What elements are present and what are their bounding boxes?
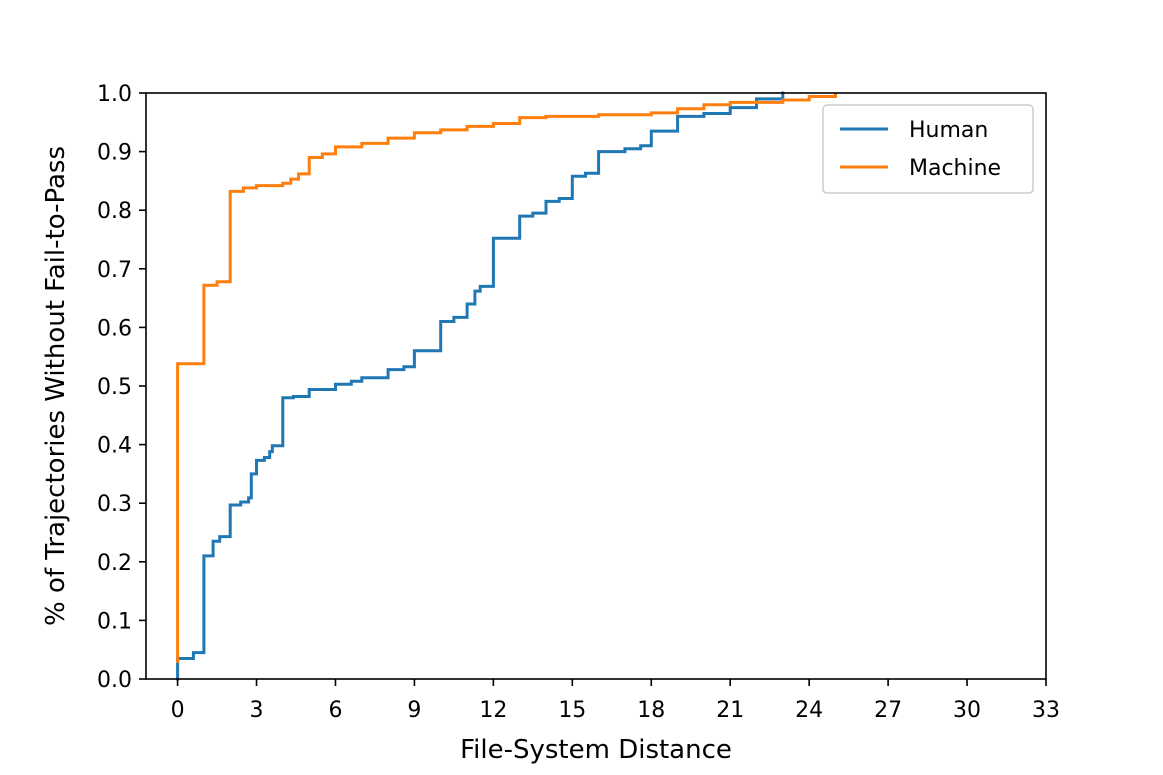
x-axis-title: File-System Distance	[460, 735, 732, 765]
x-tick-label: 15	[558, 698, 586, 723]
x-tick-label: 6	[328, 698, 342, 723]
x-tick-label: 21	[716, 698, 744, 723]
y-axis: 0.0 0.1 0.2 0.3 0.4 0.5 0.6 0.7 0.8 0.9 1.0	[97, 82, 146, 693]
x-axis: 0 3 6 9 12 15 18 21 24 27 30 33	[171, 679, 1060, 723]
series-line-human	[176, 91, 785, 681]
y-tick-label: 1.0	[97, 82, 132, 107]
series-line-machine	[176, 92, 837, 663]
y-tick-label: 0.4	[97, 434, 132, 459]
x-tick-label: 27	[874, 698, 902, 723]
y-tick-label: 0.0	[97, 668, 132, 693]
y-tick-label: 0.6	[97, 316, 132, 341]
y-tick-label: 0.5	[97, 375, 132, 400]
legend-box	[822, 104, 1034, 194]
legend-label-machine: Machine	[909, 156, 1001, 181]
x-tick-label: 30	[953, 698, 981, 723]
x-tick-label: 9	[407, 698, 421, 723]
y-axis-title: % of Trajectories Without Fail-to-Pass	[41, 146, 71, 626]
x-tick-label: 18	[637, 698, 665, 723]
y-tick-label: 0.7	[97, 258, 132, 283]
y-tick-label: 0.3	[97, 492, 132, 517]
x-tick-label: 0	[171, 698, 185, 723]
x-tick-label: 33	[1032, 698, 1060, 723]
y-tick-label: 0.2	[97, 551, 132, 576]
y-tick-label: 0.8	[97, 199, 132, 224]
legend-label-human: Human	[909, 118, 988, 143]
x-tick-label: 12	[479, 698, 507, 723]
x-tick-label: 24	[795, 698, 823, 723]
y-tick-label: 0.1	[97, 609, 132, 634]
x-tick-label: 3	[250, 698, 264, 723]
y-tick-label: 0.9	[97, 141, 132, 166]
legend: Human Machine	[822, 104, 1034, 194]
series-layer	[176, 91, 837, 681]
